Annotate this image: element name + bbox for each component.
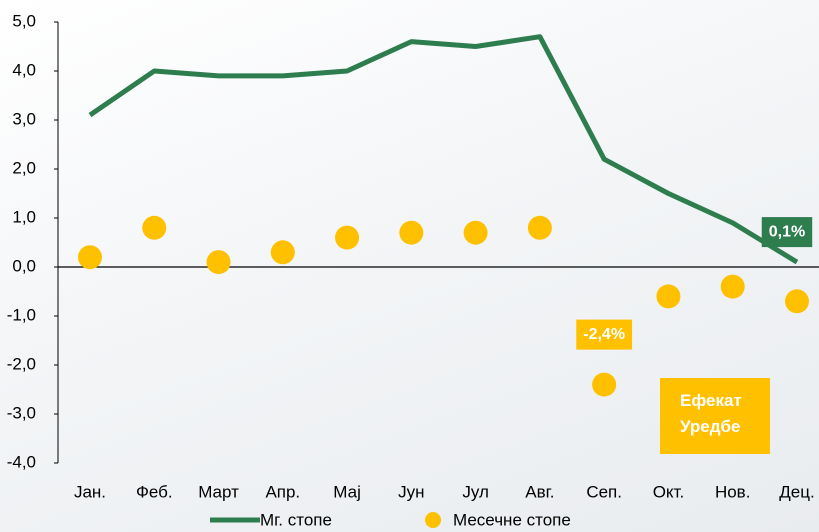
dot <box>721 275 745 299</box>
dot <box>656 284 680 308</box>
x-tick-label: Мај <box>333 482 361 501</box>
dot <box>592 373 616 397</box>
chart-page: -4,0 -3,0 -2,0 -1,0 0,0 1,0 2,0 3,0 4,0 5,0 Јан. Фе… <box>0 0 819 532</box>
annotation: Ефекат Уредбе <box>660 378 770 454</box>
dot <box>785 289 809 313</box>
dot <box>464 221 488 245</box>
x-tick-label: Сеп. <box>586 482 622 501</box>
x-tick-label: Нов. <box>715 482 751 501</box>
y-tick-label: 2,0 <box>12 158 36 177</box>
x-tick-label: Јан. <box>74 482 106 501</box>
dot <box>335 226 359 250</box>
y-tick-label: 5,0 <box>12 11 36 30</box>
y-tick-label: 1,0 <box>12 207 36 226</box>
legend-swatch <box>425 512 441 528</box>
y-tick-label: 3,0 <box>12 109 36 128</box>
y-tick-label: 4,0 <box>12 60 36 79</box>
dot <box>271 240 295 264</box>
x-tick-label: Март <box>198 482 239 501</box>
x-tick-label: Дец. <box>779 482 814 501</box>
x-tick-label: Јун <box>398 482 424 501</box>
y-tick-label: -2,0 <box>7 354 36 373</box>
x-tick-label: Авг. <box>525 482 554 501</box>
line-series <box>90 37 797 262</box>
y-tick-label: -3,0 <box>7 403 36 422</box>
data-label: -2,4% <box>583 326 625 343</box>
x-tick-label: Апр. <box>265 482 300 501</box>
x-tick-label: Јул <box>462 482 489 501</box>
dot <box>207 250 231 274</box>
dot <box>399 221 423 245</box>
legend-label: Мг. стопе <box>260 510 332 529</box>
x-tick-label: Окт. <box>653 482 684 501</box>
x-tick-label: Феб. <box>136 482 173 501</box>
dot <box>528 216 552 240</box>
dot <box>78 245 102 269</box>
data-label: 0,1% <box>769 223 805 240</box>
y-tick-label: -4,0 <box>7 452 36 471</box>
dot <box>142 216 166 240</box>
y-tick-label: -1,0 <box>7 305 36 324</box>
legend-label: Месечне стопе <box>453 510 571 529</box>
y-tick-label: 0,0 <box>12 256 36 275</box>
